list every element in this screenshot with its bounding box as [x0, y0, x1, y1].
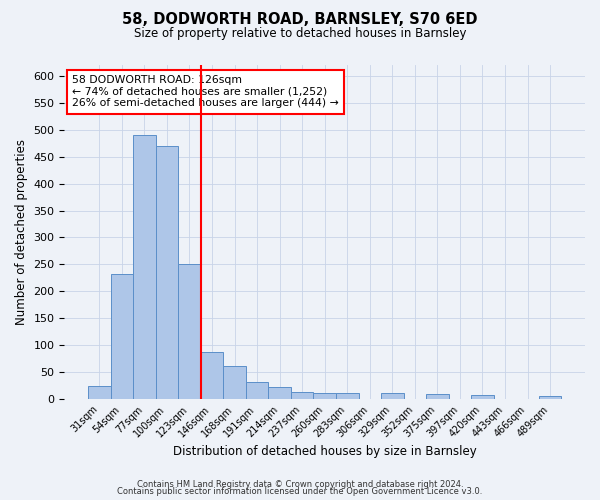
Bar	[246, 382, 268, 399]
Text: Contains HM Land Registry data © Crown copyright and database right 2024.: Contains HM Land Registry data © Crown c…	[137, 480, 463, 489]
Bar	[178, 264, 201, 399]
Bar	[110, 274, 133, 399]
X-axis label: Distribution of detached houses by size in Barnsley: Distribution of detached houses by size …	[173, 444, 476, 458]
Text: 58, DODWORTH ROAD, BARNSLEY, S70 6ED: 58, DODWORTH ROAD, BARNSLEY, S70 6ED	[122, 12, 478, 28]
Bar	[201, 352, 223, 399]
Bar	[268, 387, 291, 399]
Bar	[336, 393, 359, 399]
Bar	[381, 393, 404, 399]
Y-axis label: Number of detached properties: Number of detached properties	[15, 139, 28, 325]
Bar	[223, 366, 246, 399]
Text: Size of property relative to detached houses in Barnsley: Size of property relative to detached ho…	[134, 28, 466, 40]
Text: Contains public sector information licensed under the Open Government Licence v3: Contains public sector information licen…	[118, 488, 482, 496]
Bar	[539, 396, 562, 399]
Bar	[155, 146, 178, 399]
Bar	[133, 135, 155, 399]
Bar	[313, 393, 336, 399]
Bar	[88, 386, 110, 399]
Bar	[291, 392, 313, 399]
Bar	[471, 395, 494, 399]
Text: 58 DODWORTH ROAD: 126sqm
← 74% of detached houses are smaller (1,252)
26% of sem: 58 DODWORTH ROAD: 126sqm ← 74% of detach…	[72, 75, 339, 108]
Bar	[426, 394, 449, 399]
